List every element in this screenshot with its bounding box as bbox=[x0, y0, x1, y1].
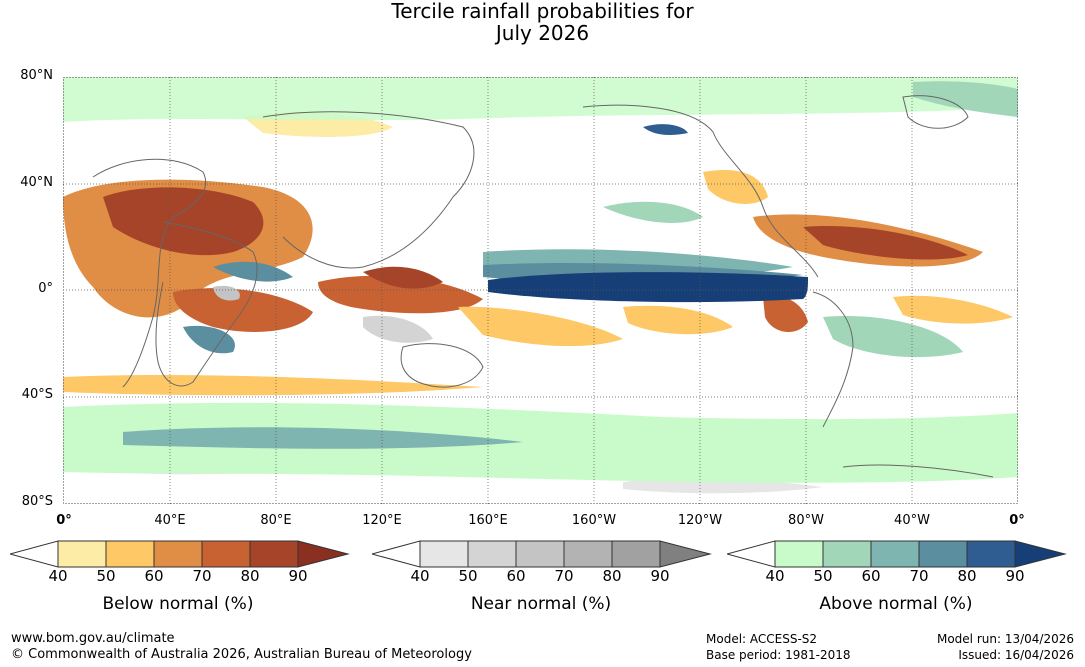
legend-below-tick-60: 60 bbox=[144, 567, 164, 585]
lon-label-80w: 80°W bbox=[788, 513, 824, 528]
legend-near-tick-50: 50 bbox=[458, 567, 478, 585]
map-frame bbox=[63, 77, 1018, 504]
lat-label-80n: 80°N bbox=[20, 68, 53, 83]
legend-above-swatch-2 bbox=[822, 540, 872, 568]
above-normal-regions bbox=[63, 77, 1018, 483]
legend-near-title: Near normal (%) bbox=[470, 594, 612, 614]
below-normal-regions bbox=[63, 112, 1013, 396]
legend-near-swatch-4 bbox=[563, 540, 613, 568]
legend-above-tick-40: 40 bbox=[765, 567, 785, 585]
legend-above-tick-90: 90 bbox=[1005, 567, 1025, 585]
legend-below-swatch-3 bbox=[153, 540, 203, 568]
probability-map bbox=[63, 77, 1018, 504]
legend-above-swatch-4 bbox=[918, 540, 968, 568]
footer-model-run: Model run: 13/04/2026 bbox=[936, 632, 1074, 646]
map-title: Tercile rainfall probabilities for July … bbox=[0, 0, 1085, 44]
legend-below-tick-70: 70 bbox=[192, 567, 212, 585]
lat-label-equator: 0° bbox=[38, 281, 53, 296]
footer-base-period: Base period: 1981-2018 bbox=[706, 648, 851, 662]
legend-above-swatch-5 bbox=[966, 540, 1016, 568]
legend-near-swatch-5 bbox=[611, 540, 661, 568]
legend-below-tick-50: 50 bbox=[96, 567, 116, 585]
legend-above-tick-70: 70 bbox=[909, 567, 929, 585]
legend-below-tick-80: 80 bbox=[240, 567, 260, 585]
legend-below-swatch-4 bbox=[201, 540, 251, 568]
lat-label-40n: 40°N bbox=[20, 175, 53, 190]
legend-below-tick-40: 40 bbox=[48, 567, 68, 585]
title-line-1: Tercile rainfall probabilities for bbox=[391, 0, 694, 23]
legend-below-swatch-2 bbox=[105, 540, 155, 568]
title-line-2: July 2026 bbox=[495, 21, 590, 45]
legend-above-tick-60: 60 bbox=[861, 567, 881, 585]
legend-near-swatch-6 bbox=[659, 540, 712, 568]
legend-near-tick-80: 80 bbox=[602, 567, 622, 585]
legend-above-tick-80: 80 bbox=[957, 567, 977, 585]
legend-below-swatch-1 bbox=[57, 540, 107, 568]
footer-copyright: © Commonwealth of Australia 2026, Austra… bbox=[11, 647, 472, 662]
lon-label-0-left: 0° bbox=[56, 513, 72, 528]
graticule bbox=[63, 77, 1018, 504]
legend-above-swatch-3 bbox=[870, 540, 920, 568]
legend-below-tick-90: 90 bbox=[288, 567, 308, 585]
legend-below-swatch-5 bbox=[249, 540, 299, 568]
lon-label-40w: 40°W bbox=[894, 513, 930, 528]
coastlines bbox=[92, 95, 994, 478]
lon-label-120w: 120°W bbox=[677, 513, 723, 528]
legend-below-swatch-0 bbox=[10, 540, 59, 568]
lon-label-0-right: 0° bbox=[1009, 513, 1025, 528]
lon-label-160e: 160°E bbox=[468, 513, 508, 528]
lon-label-120e: 120°E bbox=[362, 513, 402, 528]
footer-model: Model: ACCESS-S2 bbox=[706, 632, 818, 646]
legend-near-tick-40: 40 bbox=[410, 567, 430, 585]
lat-label-40s: 40°S bbox=[21, 387, 53, 402]
legend-above-swatch-6 bbox=[1014, 540, 1067, 568]
legend-above-swatch-0 bbox=[727, 540, 776, 568]
lat-label-80s: 80°S bbox=[21, 494, 53, 509]
legend-below-title: Below normal (%) bbox=[102, 594, 254, 614]
legend-near-swatch-2 bbox=[467, 540, 517, 568]
legend-near-tick-60: 60 bbox=[506, 567, 526, 585]
footer-issued: Issued: 16/04/2026 bbox=[958, 648, 1074, 662]
legend-above-tick-50: 50 bbox=[813, 567, 833, 585]
legend-below-normal bbox=[10, 540, 350, 568]
legend-near-tick-90: 90 bbox=[650, 567, 670, 585]
lon-label-40e: 40°E bbox=[154, 513, 186, 528]
legend-below-swatch-6 bbox=[297, 540, 350, 568]
legend-near-swatch-1 bbox=[419, 540, 469, 568]
legend-above-swatch-1 bbox=[774, 540, 824, 568]
legend-near-normal bbox=[372, 540, 712, 568]
legend-above-title: Above normal (%) bbox=[819, 594, 973, 614]
legend-near-swatch-0 bbox=[372, 540, 421, 568]
lon-label-160w: 160°W bbox=[571, 513, 617, 528]
legend-near-swatch-3 bbox=[515, 540, 565, 568]
lon-label-80e: 80°E bbox=[260, 513, 292, 528]
footer-website: www.bom.gov.au/climate bbox=[11, 631, 175, 646]
legend-above-normal bbox=[727, 540, 1067, 568]
legend-near-tick-70: 70 bbox=[554, 567, 574, 585]
